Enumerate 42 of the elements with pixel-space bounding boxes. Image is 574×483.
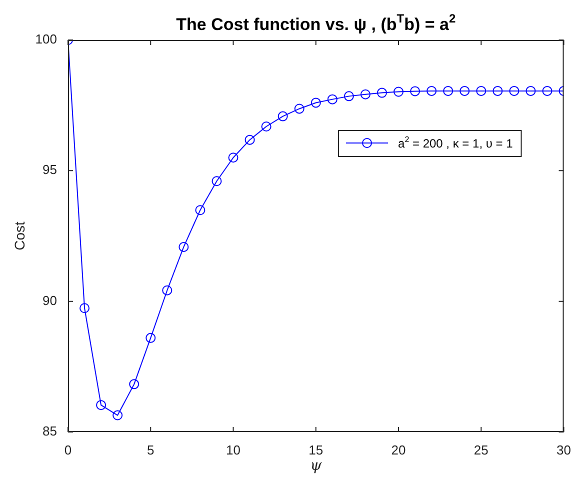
x-tick-label: 5 bbox=[147, 442, 154, 458]
point bbox=[542, 86, 552, 96]
point bbox=[310, 98, 321, 108]
point bbox=[460, 86, 470, 96]
point bbox=[327, 94, 338, 104]
point bbox=[146, 332, 156, 343]
point bbox=[80, 303, 90, 314]
point bbox=[426, 86, 437, 96]
x-tick-label: 0 bbox=[64, 442, 72, 458]
x-tick-label: 10 bbox=[226, 442, 240, 458]
x-tick-label: 15 bbox=[308, 442, 324, 458]
point bbox=[492, 86, 503, 96]
y-tick-label: 90 bbox=[42, 292, 57, 308]
point bbox=[228, 152, 238, 163]
y-tick-label: 100 bbox=[35, 32, 57, 47]
point bbox=[278, 111, 288, 122]
y-axis-title: Cost bbox=[11, 222, 28, 250]
point bbox=[96, 400, 106, 410]
x-axis-title: ψ bbox=[310, 456, 322, 474]
point bbox=[294, 104, 304, 114]
point bbox=[344, 91, 354, 102]
point bbox=[244, 134, 255, 145]
point bbox=[410, 86, 420, 96]
point bbox=[443, 86, 454, 96]
point bbox=[129, 379, 140, 390]
point bbox=[195, 205, 206, 216]
point bbox=[509, 86, 520, 96]
point bbox=[360, 89, 370, 100]
point bbox=[112, 410, 123, 420]
x-tick-label: 20 bbox=[391, 442, 406, 458]
y-tick-label: 85 bbox=[42, 424, 57, 439]
point bbox=[178, 242, 189, 252]
point bbox=[526, 86, 536, 96]
point bbox=[476, 86, 486, 96]
point bbox=[162, 285, 172, 296]
y-tick-label: 95 bbox=[42, 162, 57, 178]
point bbox=[376, 88, 387, 98]
point bbox=[261, 122, 272, 132]
x-tick-label: 30 bbox=[556, 442, 572, 458]
x-tick-label: 25 bbox=[474, 442, 488, 458]
point bbox=[212, 176, 222, 186]
point bbox=[394, 86, 404, 97]
